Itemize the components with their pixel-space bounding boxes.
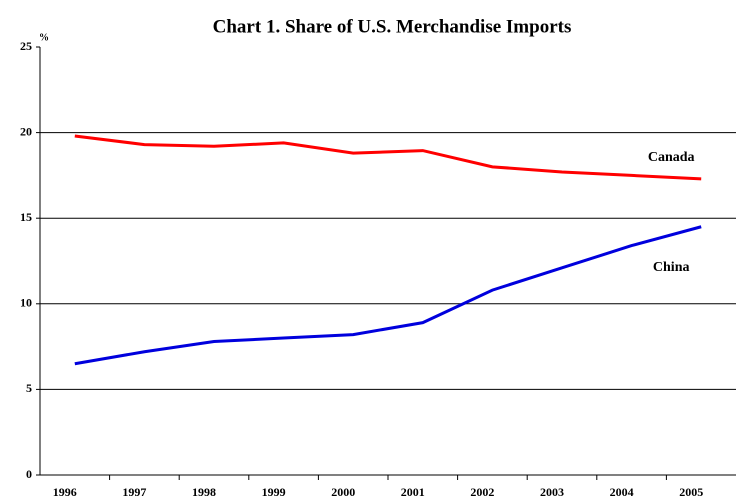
- y-tick-label: 0: [26, 467, 32, 481]
- series-label: China: [653, 260, 690, 275]
- x-tick-label: 2001: [401, 485, 425, 499]
- y-tick-label: 25: [20, 39, 32, 53]
- x-tick-label: 2003: [540, 485, 564, 499]
- series-label: Canada: [648, 150, 695, 165]
- y-tick-label: 10: [20, 296, 32, 310]
- y-tick-label: 5: [26, 381, 32, 395]
- series-line: [74, 225, 702, 366]
- x-tick-label: 1999: [262, 485, 286, 499]
- y-tick-label: 15: [20, 210, 32, 224]
- x-tick-label: 2002: [470, 485, 494, 499]
- y-axis-unit: %: [39, 32, 49, 43]
- x-tick-label: 2005: [679, 485, 703, 499]
- x-tick-label: 2004: [610, 485, 634, 499]
- x-tick-label: 1997: [122, 485, 146, 499]
- x-tick-label: 1998: [192, 485, 216, 499]
- y-tick-label: 20: [20, 124, 32, 138]
- series-line: [74, 134, 702, 181]
- x-tick-label: 2000: [331, 485, 355, 499]
- x-tick-label: 1996: [53, 485, 77, 499]
- chart-title: Chart 1. Share of U.S. Merchandise Impor…: [213, 16, 572, 37]
